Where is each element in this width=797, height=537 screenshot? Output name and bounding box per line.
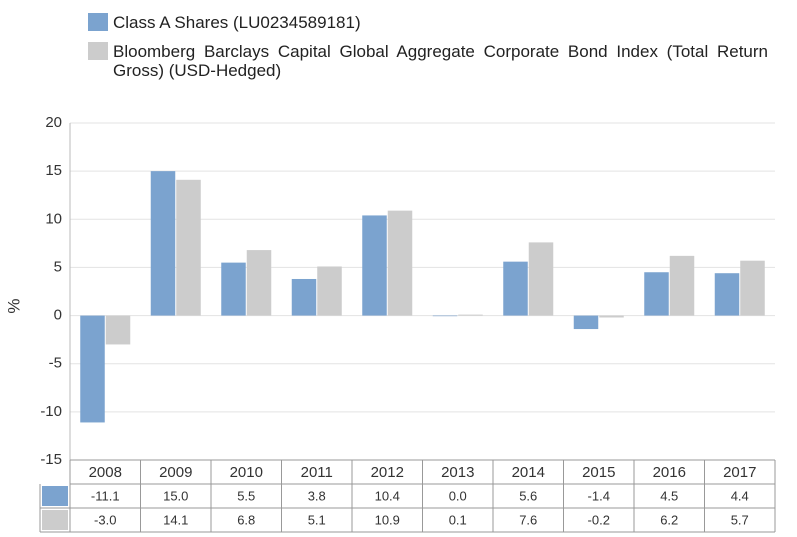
table-value: 4.4 bbox=[731, 488, 749, 503]
legend-item: Bloomberg Barclays Capital Global Aggreg… bbox=[88, 42, 768, 80]
table-value: -3.0 bbox=[94, 512, 116, 527]
table-swatch bbox=[42, 510, 68, 530]
x-tick-label: 2008 bbox=[89, 464, 122, 481]
table-value: -0.2 bbox=[588, 512, 610, 527]
legend-label: Bloomberg Barclays Capital Global Aggreg… bbox=[113, 42, 768, 80]
y-tick-label: 15 bbox=[45, 162, 62, 179]
bar bbox=[599, 315, 624, 318]
bar bbox=[387, 210, 413, 316]
y-tick-label: -5 bbox=[49, 355, 62, 372]
y-tick-label: 20 bbox=[45, 114, 62, 131]
bar bbox=[573, 315, 599, 330]
bar bbox=[432, 315, 458, 317]
bar bbox=[503, 261, 528, 316]
bar bbox=[317, 266, 342, 316]
legend-swatch bbox=[88, 13, 108, 31]
table-value: -1.4 bbox=[588, 488, 610, 503]
bar bbox=[291, 278, 317, 316]
bar bbox=[669, 255, 695, 316]
bar bbox=[221, 262, 246, 316]
table-value: 10.9 bbox=[375, 512, 400, 527]
bar bbox=[362, 215, 387, 316]
legend-swatch bbox=[88, 42, 108, 60]
legend-label: Class A Shares (LU0234589181) bbox=[113, 13, 361, 32]
y-tick-label: 5 bbox=[54, 258, 62, 275]
table-value: 15.0 bbox=[163, 488, 188, 503]
bar bbox=[714, 273, 740, 316]
bar bbox=[528, 242, 554, 316]
table-value: 0.1 bbox=[449, 512, 467, 527]
x-tick-label: 2012 bbox=[371, 464, 404, 481]
table-value: 5.7 bbox=[731, 512, 749, 527]
table-value: 5.5 bbox=[237, 488, 255, 503]
x-tick-label: 2011 bbox=[301, 464, 333, 481]
bar bbox=[150, 171, 176, 316]
table-value: 3.8 bbox=[308, 488, 326, 503]
bar bbox=[246, 250, 272, 316]
y-tick-label: 10 bbox=[45, 210, 62, 227]
bar bbox=[80, 315, 105, 423]
x-tick-label: 2015 bbox=[582, 464, 615, 481]
y-axis-label: % bbox=[4, 298, 23, 313]
bar bbox=[105, 315, 131, 345]
bar bbox=[458, 314, 483, 316]
bar bbox=[644, 272, 669, 316]
table-value: 4.5 bbox=[660, 488, 678, 503]
table-value: 0.0 bbox=[449, 488, 467, 503]
bar bbox=[740, 260, 765, 316]
table-value: 5.6 bbox=[519, 488, 537, 503]
table-value: 7.6 bbox=[519, 512, 537, 527]
table-value: 5.1 bbox=[308, 512, 326, 527]
table-value: -11.1 bbox=[91, 488, 120, 503]
x-tick-label: 2014 bbox=[512, 464, 545, 481]
x-tick-label: 2016 bbox=[653, 464, 686, 481]
x-tick-label: 2009 bbox=[159, 464, 192, 481]
bar bbox=[176, 179, 201, 316]
table-value: 10.4 bbox=[375, 488, 400, 503]
y-tick-label: -10 bbox=[40, 403, 62, 420]
x-tick-label: 2010 bbox=[230, 464, 263, 481]
legend-item: Class A Shares (LU0234589181) bbox=[88, 13, 768, 32]
table-value: 6.2 bbox=[660, 512, 678, 527]
y-tick-label: -15 bbox=[40, 451, 62, 468]
table-value: 6.8 bbox=[237, 512, 255, 527]
x-tick-label: 2017 bbox=[723, 464, 756, 481]
x-tick-label: 2013 bbox=[441, 464, 474, 481]
y-tick-label: 0 bbox=[54, 307, 62, 324]
table-value: 14.1 bbox=[163, 512, 188, 527]
table-swatch bbox=[42, 486, 68, 506]
